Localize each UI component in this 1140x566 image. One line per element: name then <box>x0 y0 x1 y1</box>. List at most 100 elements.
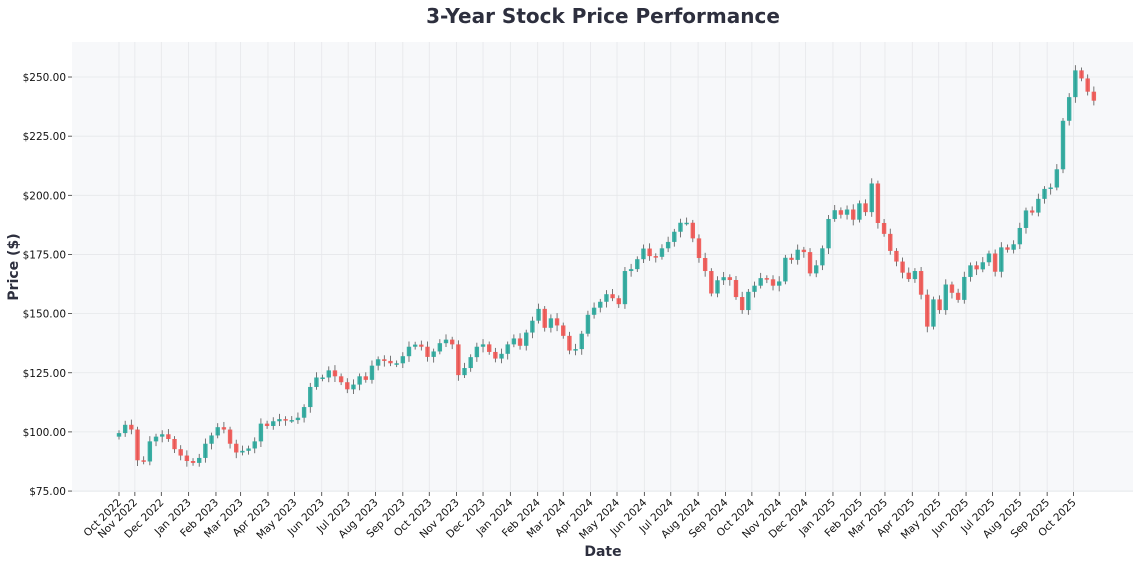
candle-up <box>1017 227 1023 245</box>
candle-up <box>641 248 646 260</box>
candle-up <box>585 314 591 334</box>
y-tick-label: $200.00 <box>23 190 66 202</box>
candle-up <box>271 421 276 426</box>
candle-down <box>283 419 288 421</box>
y-tick-label: $225.00 <box>23 131 66 143</box>
candle-down <box>172 439 177 450</box>
candle-down <box>739 297 745 311</box>
candle-up <box>814 265 819 274</box>
candle-up <box>591 307 597 315</box>
y-tick-label: $75.00 <box>29 486 66 498</box>
candle-up <box>579 333 584 350</box>
candle-up <box>1054 169 1060 188</box>
candle-up <box>277 419 282 422</box>
candle-down <box>955 292 961 300</box>
candle-up <box>246 448 251 451</box>
candle-down <box>992 253 998 272</box>
candle-down <box>875 183 881 223</box>
candle-down <box>925 294 930 327</box>
candle-up <box>536 308 541 321</box>
candle-down <box>888 233 893 251</box>
candle-up <box>326 370 331 378</box>
candle-down <box>770 279 776 286</box>
candle-down <box>135 429 140 461</box>
candle-up <box>1066 97 1072 121</box>
candle-up <box>289 420 294 422</box>
candle-up <box>968 265 973 277</box>
candle-up <box>524 332 529 346</box>
chart-title: 3-Year Stock Price Performance <box>426 4 780 28</box>
candle-down <box>1085 78 1090 92</box>
candle-down <box>363 376 368 380</box>
candle-up <box>215 427 220 436</box>
candle-down <box>1005 247 1010 250</box>
candle-up <box>153 436 159 442</box>
candle-down <box>234 443 239 453</box>
candle-down <box>338 376 344 383</box>
candle-up <box>203 443 208 458</box>
candle-up <box>505 344 510 354</box>
candle-down <box>1079 70 1084 79</box>
candle-up <box>820 248 825 266</box>
candle-up <box>1042 188 1047 199</box>
candle-up <box>159 434 165 437</box>
candle-down <box>493 351 498 359</box>
candle-down <box>900 261 905 273</box>
candle-up <box>412 344 418 347</box>
candle-up <box>394 363 399 365</box>
candle-up <box>604 294 609 302</box>
y-tick-label: $250.00 <box>23 72 66 84</box>
candle-up <box>301 407 307 418</box>
candle-up <box>573 349 578 351</box>
candle-up <box>375 359 381 366</box>
candle-down <box>178 449 183 456</box>
candle-down <box>264 423 270 426</box>
candle-down <box>487 344 492 352</box>
candle-up <box>999 247 1004 272</box>
candle-up <box>122 424 128 434</box>
candle-up <box>314 377 319 387</box>
candle-up <box>116 433 122 437</box>
candle-down <box>653 256 658 258</box>
y-tick-label: $100.00 <box>23 427 66 439</box>
candle-up <box>678 222 683 232</box>
candle-down <box>388 360 393 364</box>
candle-up <box>548 318 554 328</box>
candle-up <box>795 249 800 260</box>
candles <box>116 65 1097 467</box>
candle-down <box>616 298 621 305</box>
candle-down <box>801 249 807 253</box>
candle-down <box>733 280 739 298</box>
candle-down <box>425 346 430 357</box>
candle-down <box>542 308 547 328</box>
candle-up <box>400 356 406 364</box>
candle-up <box>240 450 245 453</box>
y-axis: $75.00 $100.00 $125.00 $150.00 $175.00 $200.0… <box>23 72 72 498</box>
candle-down <box>863 203 868 213</box>
candle-up <box>857 203 862 220</box>
candle-down <box>789 257 794 260</box>
candle-up <box>598 301 603 308</box>
candle-down <box>807 252 813 274</box>
candle-up <box>443 339 449 344</box>
candle-up <box>197 457 202 463</box>
candle-down <box>727 277 733 281</box>
candle-down <box>345 382 350 390</box>
candle-up <box>1011 244 1016 250</box>
candle-up <box>468 357 473 369</box>
candle-up <box>1048 187 1053 190</box>
candle-down <box>129 424 134 430</box>
candle-up <box>912 271 918 280</box>
candle-up <box>986 253 992 263</box>
candle-down <box>221 427 227 430</box>
candle-down <box>141 460 146 462</box>
candle-down <box>949 284 955 293</box>
candle-up <box>931 299 936 327</box>
candle-down <box>227 429 233 444</box>
candle-up <box>943 284 948 311</box>
candle-up <box>672 231 677 242</box>
candle-up <box>357 376 362 385</box>
candle-up <box>746 291 751 311</box>
candle-down <box>449 339 455 345</box>
candle-down <box>696 238 702 259</box>
